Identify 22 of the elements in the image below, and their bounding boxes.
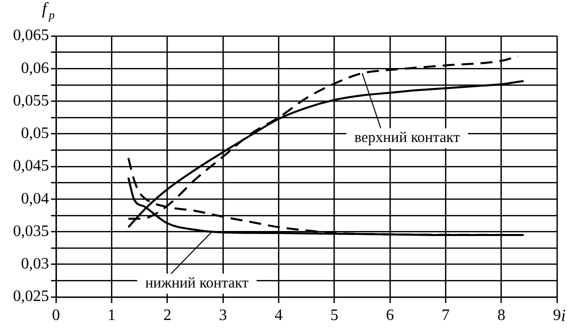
x-tick-label: 6: [386, 306, 394, 324]
x-tick-label: 4: [274, 306, 283, 324]
x-tick-label: 8: [497, 306, 506, 324]
x-tick-label: 3: [219, 306, 227, 324]
y-tick-label: 0,06: [21, 60, 49, 77]
annotation: верхний контакт: [354, 130, 460, 146]
x-tick-label: 0: [52, 306, 60, 324]
x-tick-label: 7: [442, 306, 450, 324]
x-tick-label: 2: [163, 306, 172, 324]
y-tick-label: 0,045: [13, 158, 49, 175]
y-tick-label: 0,035: [13, 222, 49, 240]
y-tick-label: 0,025: [13, 288, 49, 306]
y-tick-label: 0,03: [21, 256, 49, 273]
x-tick-label: 1: [108, 306, 116, 324]
y-tick-label: 0,05: [21, 125, 49, 142]
y-tick-label: 0,055: [13, 92, 49, 110]
y-tick-label: 0,065: [13, 27, 49, 44]
x-axis-title: i: [561, 306, 566, 325]
annotation: нижний контакт: [145, 276, 249, 292]
x-tick-label: 5: [330, 306, 338, 324]
y-tick-label: 0,04: [21, 190, 49, 208]
x-tick-label: 9: [553, 306, 561, 324]
